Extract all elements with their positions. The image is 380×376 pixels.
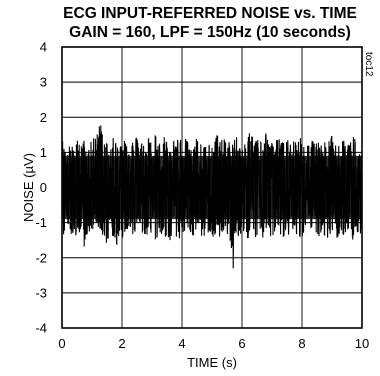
y-tick-label-2: 2 xyxy=(40,110,47,125)
x-tick-labels: 0 2 4 6 8 10 xyxy=(58,336,369,351)
plot-frame xyxy=(61,46,363,329)
y-tick-label-1: 3 xyxy=(40,75,47,90)
x-axis-label: TIME (s) xyxy=(187,355,237,370)
chart-title: ECG INPUT-REFERRED NOISE vs. TIME xyxy=(63,5,357,22)
y-axis-label: NOISE (µV) xyxy=(21,153,36,222)
noise-trace xyxy=(61,125,363,269)
y-tick-label-0: 4 xyxy=(40,40,47,55)
x-tick-label-4: 8 xyxy=(298,336,305,351)
x-tick-label-1: 2 xyxy=(118,336,125,351)
x-tick-label-0: 0 xyxy=(58,336,65,351)
y-tick-label-3: 1 xyxy=(40,145,47,160)
x-tick-label-5: 10 xyxy=(355,336,369,351)
x-tick-label-3: 6 xyxy=(238,336,245,351)
y-tick-label-8: -4 xyxy=(35,321,47,336)
y-tick-label-6: -2 xyxy=(35,250,47,265)
figure-code: toc12 xyxy=(363,52,374,77)
chart-subtitle: GAIN = 160, LPF = 150Hz (10 seconds) xyxy=(69,24,351,41)
y-tick-labels: 4 3 2 1 0 -1 -2 -3 -4 xyxy=(35,40,47,336)
noise-series-line xyxy=(61,125,363,269)
x-tick-label-2: 4 xyxy=(178,336,185,351)
y-tick-label-5: -1 xyxy=(35,215,47,230)
y-tick-label-4: 0 xyxy=(40,180,47,195)
y-tick-label-7: -3 xyxy=(35,285,47,300)
